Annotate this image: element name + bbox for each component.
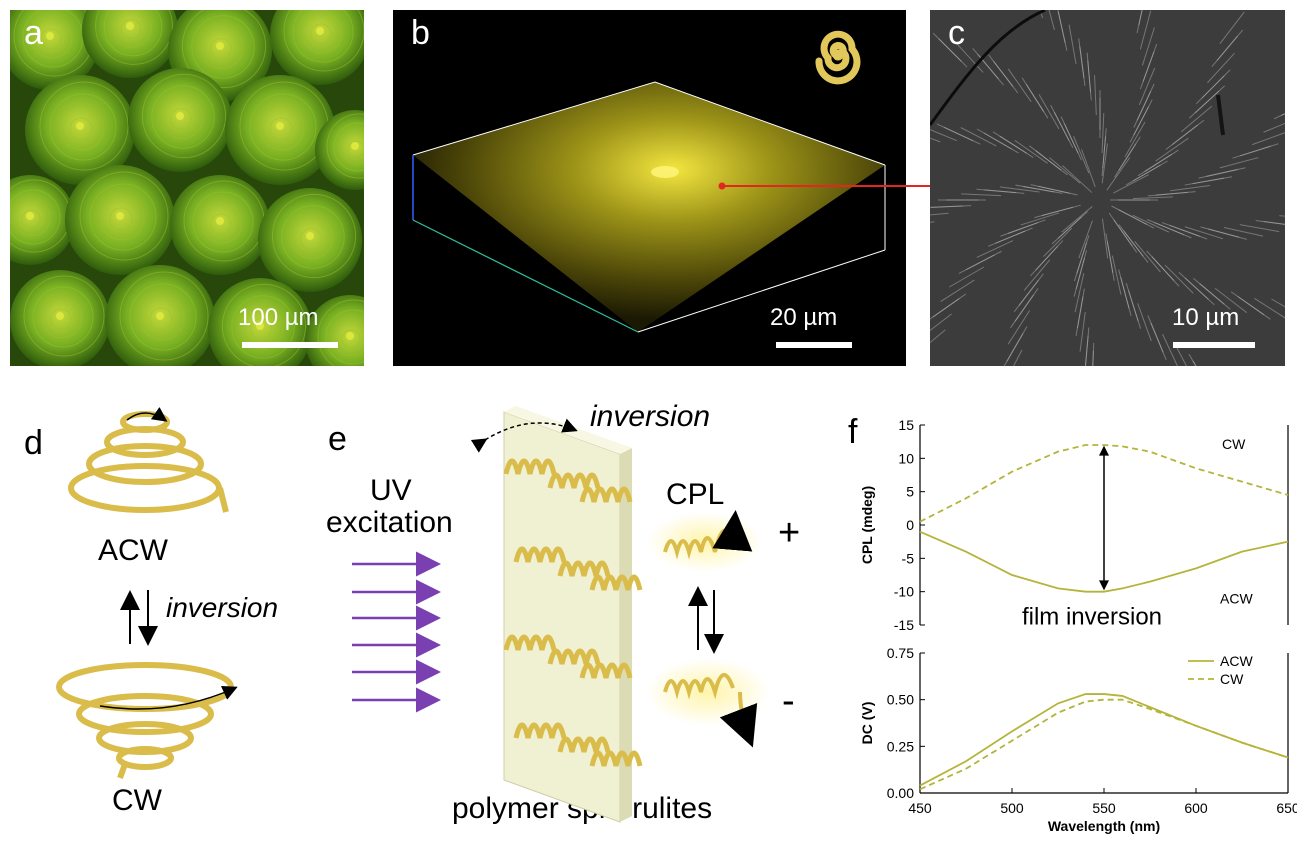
y-tick-label: 0.75 [887, 645, 914, 661]
panel-a-micrograph: a 100 µm [10, 10, 364, 366]
y-tick-label: -15 [894, 617, 914, 633]
film-diagram [320, 392, 840, 837]
scale-label-b: 20 µm [770, 304, 837, 332]
x-axis-label: Wavelength (nm) [1048, 818, 1160, 834]
helix-label-cw: CW [112, 784, 162, 818]
panel-label-b: b [411, 14, 430, 53]
panel-d-schematic: d ACW inversion CW [20, 392, 320, 832]
panel-label-a: a [24, 14, 43, 53]
y-tick-label: 0.50 [887, 692, 914, 708]
annotation-film-inversion: film inversion [1022, 603, 1162, 630]
scale-bar-c [1173, 342, 1255, 348]
acw-helix-icon [71, 413, 226, 512]
legend-label-cw: CW [1220, 671, 1244, 687]
panel-e-schematic: e UV excitation inversion CPL + - polyme… [320, 392, 840, 837]
uv-arrows [352, 564, 436, 700]
x-tick-label: 550 [1092, 800, 1116, 816]
series-label-acw: ACW [1220, 591, 1253, 607]
legend-label-acw: ACW [1220, 653, 1253, 669]
y-tick-label: 0.00 [887, 785, 914, 801]
scale-bar-b [776, 342, 852, 348]
x-tick-label: 450 [908, 800, 932, 816]
y-tick-label: 0.25 [887, 738, 914, 754]
y-axis-label: CPL (mdeg) [859, 486, 875, 564]
y-tick-label: -5 [902, 550, 915, 566]
helix-label-acw: ACW [98, 534, 168, 568]
x-tick-label: 650 [1276, 800, 1297, 816]
panel-b-confocal: b 20 µm [393, 10, 906, 366]
panel-label-c: c [948, 14, 965, 53]
cpl-dc-chart: 15 10 5 0 -5 -10 -15 CPL (mdeg) CW ACW film invers… [840, 395, 1297, 841]
scale-label-c: 10 µm [1172, 304, 1239, 332]
cw-helix-icon [59, 665, 235, 778]
series-cw-line [920, 700, 1288, 790]
series-label-cw: CW [1222, 436, 1246, 452]
y-axis-label: DC (V) [859, 702, 875, 745]
inversion-label-d: inversion [166, 592, 278, 624]
x-tick-label: 500 [1000, 800, 1024, 816]
spiral-icon [819, 34, 857, 81]
y-tick-label: 0 [906, 517, 914, 533]
y-tick-label: -10 [894, 584, 914, 600]
panel-c-sem: c 10 µm [930, 10, 1285, 366]
scale-bar-a [242, 342, 338, 348]
panel-f-charts: f 15 10 5 0 -5 -10 -15 CPL (mdeg) CW ACW film inve… [840, 395, 1297, 841]
y-tick-label: 10 [898, 450, 914, 466]
x-tick-label: 600 [1184, 800, 1208, 816]
y-tick-label: 5 [906, 484, 914, 500]
y-tick-label: 15 [898, 417, 914, 433]
scale-label-a: 100 µm [238, 304, 319, 332]
